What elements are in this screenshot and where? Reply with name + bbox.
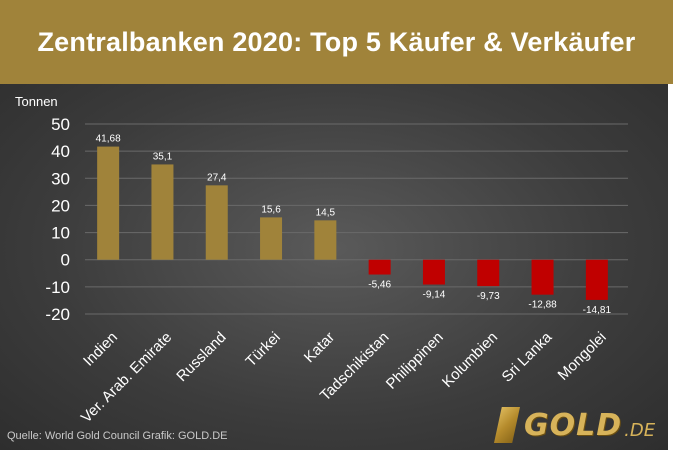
- gold-de-logo: GOLD .DE: [494, 403, 655, 447]
- data-label: 15,6: [261, 204, 281, 215]
- logo-text: GOLD: [524, 407, 623, 443]
- source-note: Quelle: World Gold Council Grafik: GOLD.…: [7, 430, 228, 442]
- data-label: 41,68: [96, 134, 121, 145]
- bar: [368, 259, 391, 275]
- data-label: 27,4: [207, 172, 227, 183]
- x-tick-label: Mongolei: [555, 329, 610, 384]
- x-tick-label: Katar: [301, 329, 338, 366]
- y-tick-label: 20: [51, 196, 70, 215]
- bar: [151, 164, 174, 260]
- data-label: -5,46: [368, 280, 391, 291]
- y-tick-label: 40: [51, 142, 70, 161]
- bar-chart: Tonnen 50 40 30 20 10 0 -10 -20 41,68 Indien 35,1 Ve…: [15, 94, 628, 427]
- data-label: -12,88: [528, 300, 557, 311]
- data-label: 14,5: [316, 207, 336, 218]
- gold-bar-icon: [494, 407, 520, 443]
- y-tick-label: 0: [61, 251, 70, 270]
- y-tick-label: -20: [45, 305, 70, 324]
- bar: [97, 146, 120, 260]
- x-tick-label: Philippinen: [383, 329, 447, 393]
- data-label: 35,1: [153, 151, 173, 162]
- x-tick-label: Türkei: [242, 329, 283, 370]
- data-label: -9,73: [477, 291, 500, 302]
- x-tick-label: Russland: [173, 329, 229, 385]
- x-tick-label: Kolumbien: [439, 329, 501, 391]
- data-label: -9,14: [423, 290, 446, 301]
- data-label: -14,81: [583, 305, 612, 316]
- y-tick-label: 50: [51, 115, 70, 134]
- bar: [585, 259, 608, 300]
- bar: [422, 259, 445, 285]
- y-tick-label: 10: [51, 224, 70, 243]
- y-tick-label: 30: [51, 169, 70, 188]
- bar: [260, 217, 283, 260]
- x-tick-label: Sri Lanka: [499, 328, 556, 385]
- y-axis-label: Tonnen: [15, 94, 58, 109]
- x-tick-label: Ver. Arab. Emirate: [78, 329, 176, 427]
- bar: [531, 259, 554, 295]
- plot-area: [0, 84, 668, 450]
- y-tick-label: -10: [45, 278, 70, 297]
- bar: [205, 185, 228, 260]
- x-tick-label: Indien: [80, 329, 121, 370]
- bar: [477, 259, 500, 287]
- bar: [314, 220, 337, 260]
- logo-tld: .DE: [624, 419, 656, 441]
- chart-title: Zentralbanken 2020: Top 5 Käufer & Verkä…: [0, 0, 673, 84]
